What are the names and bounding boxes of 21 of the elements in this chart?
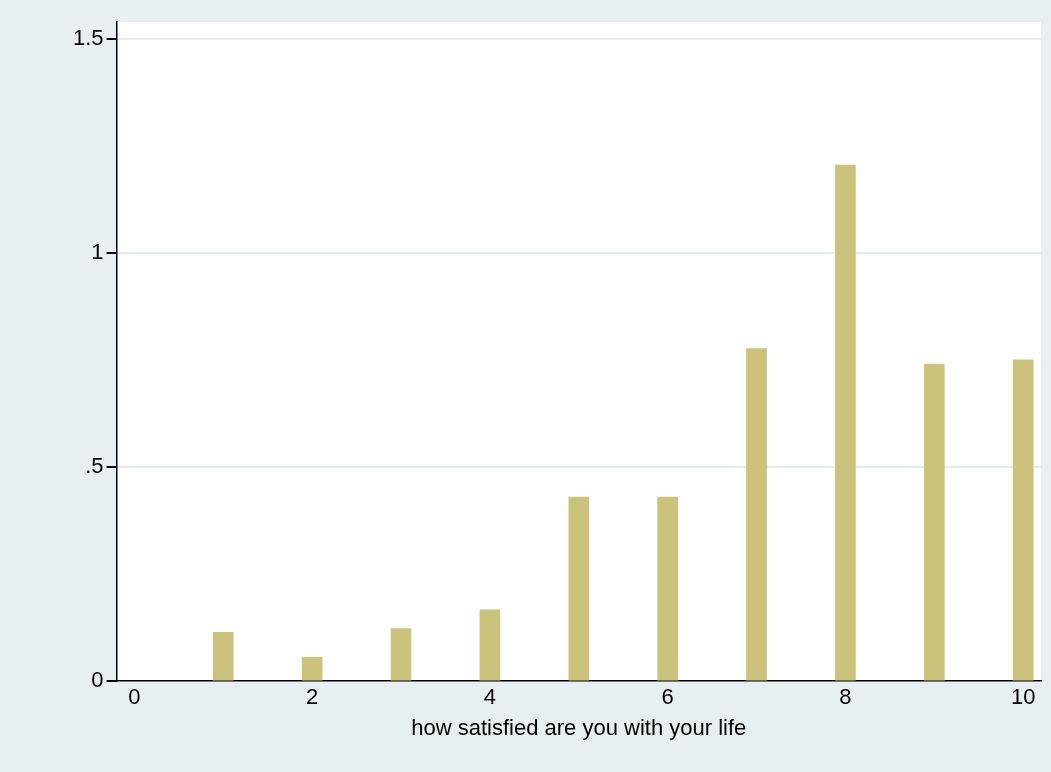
bar — [479, 609, 501, 681]
bar — [301, 656, 323, 681]
bar — [1012, 359, 1034, 681]
bar — [746, 348, 767, 681]
bar — [212, 632, 234, 681]
x-tick-label: 8 — [839, 684, 852, 710]
y-tick-label: .5 — [85, 453, 104, 479]
x-axis-title: how satisfied are you with your life — [411, 714, 747, 740]
x-tick-label: 2 — [306, 684, 319, 710]
y-tick-label: 1 — [91, 239, 104, 265]
x-tick-label: 4 — [483, 684, 497, 710]
bar — [657, 496, 679, 681]
x-tick-label: 0 — [128, 684, 141, 710]
bar — [835, 164, 856, 681]
bar — [568, 496, 590, 681]
y-tick-label: 1.5 — [72, 25, 104, 51]
bar — [390, 628, 412, 681]
x-tick-label: 10 — [1010, 684, 1036, 710]
y-tick-label: 0 — [91, 667, 104, 693]
bar — [924, 363, 945, 681]
x-tick-label: 6 — [661, 684, 674, 710]
